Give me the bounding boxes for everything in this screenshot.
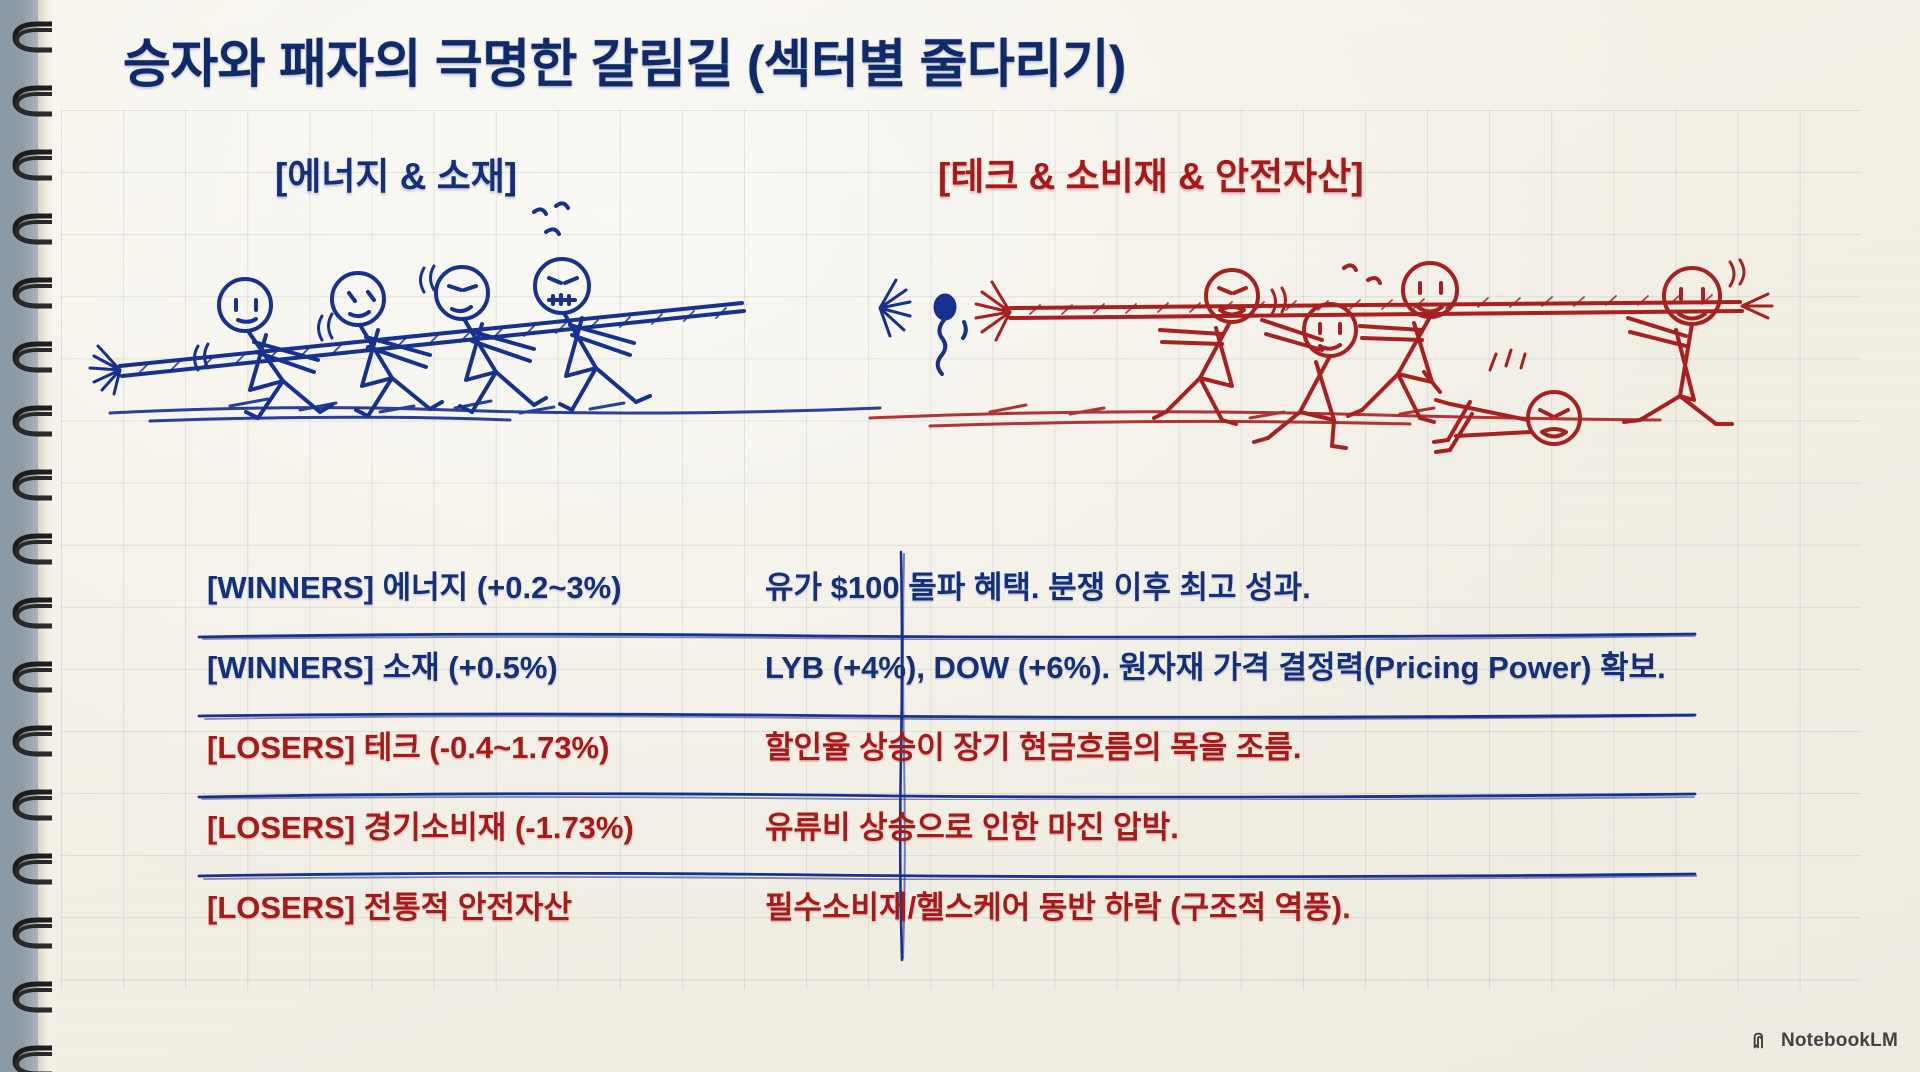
row-underline — [197, 632, 1697, 640]
row-detail: 필수소비재/헬스케어 동반 하락 (구조적 역풍). — [765, 890, 1351, 925]
rope-red-fray — [974, 280, 1012, 342]
table-row: [WINNERS] 소재 (+0.5%) LYB (+4%), DOW (+6%… — [145, 640, 1705, 720]
blue-team-figures — [193, 201, 652, 420]
blue-figure-3 — [419, 264, 548, 414]
team-right-heading: [테크 & 소비재 & 안전자산] — [938, 156, 1364, 197]
sweat-drops — [532, 201, 570, 236]
sweat-drops — [1342, 263, 1382, 285]
row-label: [LOSERS] 테크 (-0.4~1.73%) — [207, 730, 610, 765]
row-detail: 할인율 상승이 장기 현금흐름의 목을 조름. — [765, 730, 1302, 765]
row-detail: LYB (+4%), DOW (+6%). 원자재 가격 결정력(Pricing… — [765, 650, 1666, 685]
red-figure-4-fallen — [1422, 348, 1582, 454]
red-figure-2 — [1252, 263, 1382, 450]
red-figure-3 — [1346, 261, 1459, 424]
blue-figure-1 — [193, 277, 334, 420]
row-underline — [197, 712, 1697, 720]
ground-right — [868, 403, 1662, 428]
table-row: [LOSERS] 전통적 안전자산 필수소비재/헬스케어 동반 하락 (구조적 … — [145, 880, 1705, 960]
sector-results-table: [WINNERS] 에너지 (+0.2~3%) 유가 $100 돌파 혜택. 분… — [145, 550, 1705, 962]
table-row: [LOSERS] 테크 (-0.4~1.73%) 할인율 상승이 장기 현금흐름… — [145, 720, 1705, 800]
red-team-figures — [1152, 258, 1746, 454]
blue-figure-4 — [532, 201, 652, 412]
row-label: [LOSERS] 전통적 안전자산 — [207, 890, 572, 925]
rope — [88, 278, 1774, 396]
page-title: 승자와 패자의 극명한 갈림길 (섹터별 줄다리기) — [123, 36, 1126, 94]
red-figure-5 — [1622, 258, 1746, 426]
notebooklm-icon — [1753, 1032, 1763, 1049]
row-detail: 유가 $100 돌파 혜택. 분쟁 이후 최고 성과. — [765, 570, 1311, 605]
row-detail: 유류비 상승으로 인한 마진 압박. — [765, 810, 1179, 845]
row-underline — [197, 792, 1697, 800]
table-row: [LOSERS] 경기소비재 (-1.73%) 유류비 상승으로 인한 마진 압… — [145, 800, 1705, 880]
rope-center-marker — [933, 293, 968, 376]
row-label: [LOSERS] 경기소비재 (-1.73%) — [207, 810, 634, 845]
team-left-heading: [에너지 & 소재] — [275, 156, 518, 197]
ground-left — [108, 397, 882, 423]
notebooklm-watermark: NotebookLM — [1751, 1030, 1898, 1052]
row-label: [WINNERS] 소재 (+0.5%) — [207, 650, 558, 685]
row-label: [WINNERS] 에너지 (+0.2~3%) — [207, 570, 622, 605]
notebooklm-label: NotebookLM — [1780, 1030, 1898, 1051]
blue-figure-2 — [317, 271, 444, 418]
row-underline — [197, 872, 1697, 880]
rope-blue-fray — [878, 278, 912, 338]
red-figure-1 — [1152, 268, 1287, 426]
table-row: [WINNERS] 에너지 (+0.2~3%) 유가 $100 돌파 혜택. 분… — [145, 560, 1705, 640]
tug-of-war-illustration: .bl { stroke:#17318f; fill:none; stroke-… — [88, 201, 1774, 454]
